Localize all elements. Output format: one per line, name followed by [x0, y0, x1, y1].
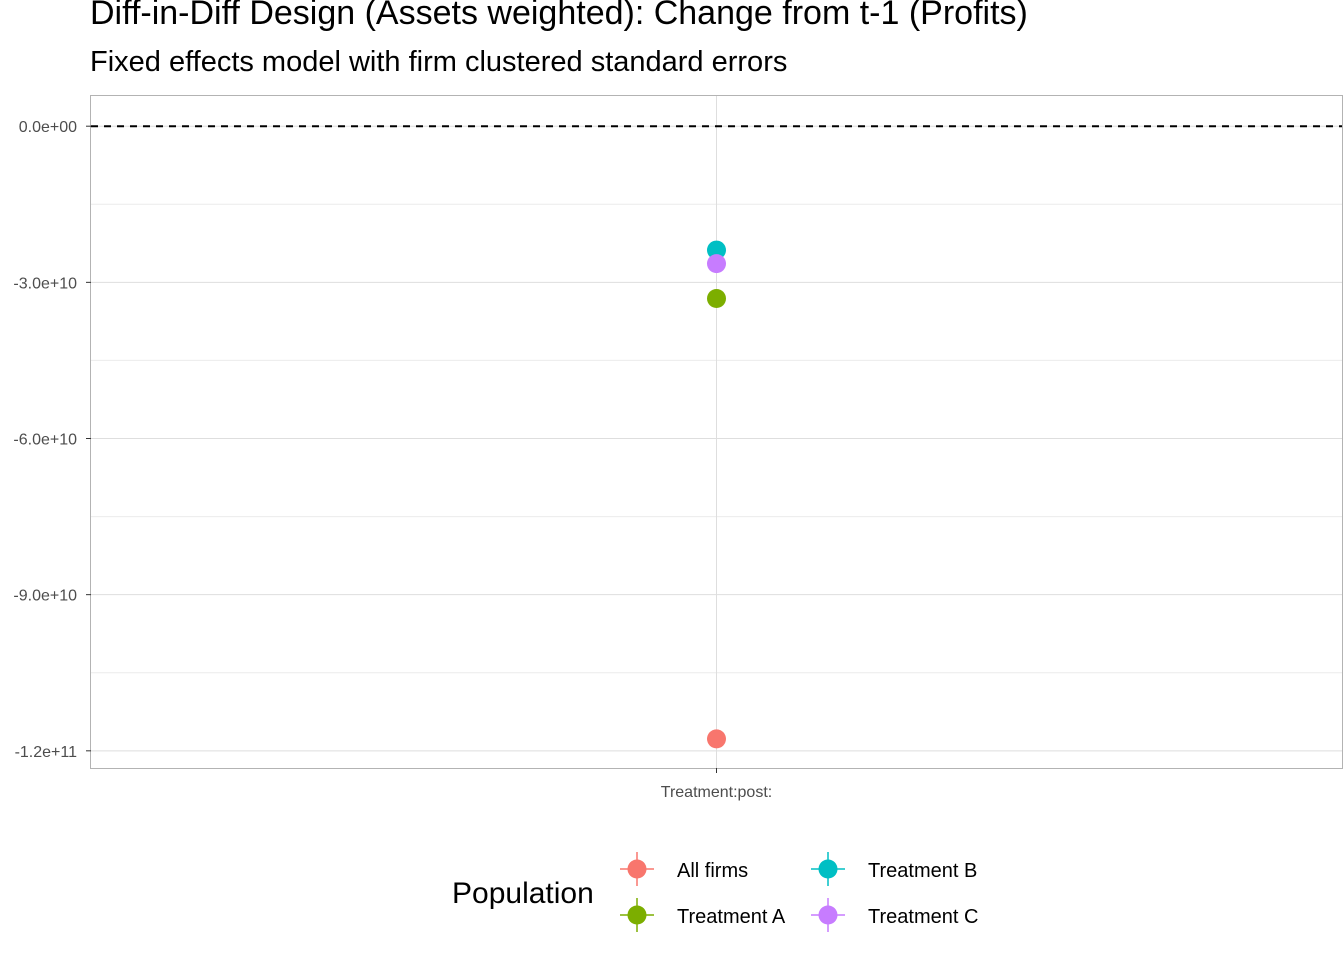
- points-layer: [707, 240, 726, 749]
- legend-title: Population: [452, 877, 594, 910]
- legend-key-point: [818, 905, 838, 925]
- y-tick-label: -9.0e+10: [13, 588, 77, 605]
- legend: Population All firms Treatment A Treatment…: [452, 852, 978, 932]
- y-tick-label: -1.2e+11: [15, 744, 78, 761]
- legend-item: Treatment A: [620, 898, 786, 932]
- y-tick-label: -6.0e+10: [13, 432, 77, 449]
- legend-key-point: [627, 905, 647, 925]
- legend-key-point: [627, 859, 647, 879]
- chart-subtitle: Fixed effects model with firm clustered …: [90, 46, 788, 78]
- grid-layer: [91, 96, 1342, 768]
- data-point: [707, 288, 726, 308]
- legend-label: All firms: [677, 860, 748, 882]
- x-axis: Treatment:post:: [661, 768, 772, 801]
- legend-label: Treatment B: [868, 860, 977, 882]
- legend-item: All firms: [620, 852, 748, 886]
- data-point: [707, 240, 726, 260]
- legend-label: Treatment A: [677, 906, 786, 928]
- chart-title: Diff-in-Diff Design (Assets weighted): C…: [90, 0, 1028, 32]
- x-tick-label: Treatment:post:: [661, 784, 772, 801]
- legend-item: Treatment B: [811, 852, 977, 886]
- data-point: [707, 729, 726, 749]
- legend-label: Treatment C: [868, 906, 978, 928]
- legend-key-point: [818, 859, 838, 879]
- y-tick-label: 0.0e+00: [19, 119, 77, 136]
- y-tick-label: -3.0e+10: [13, 275, 77, 292]
- data-point: [707, 254, 726, 274]
- y-axis: 0.0e+00 -3.0e+10 -6.0e+10 -9.0e+10 -1.2e+11: [13, 119, 91, 761]
- legend-item: Treatment C: [811, 898, 978, 932]
